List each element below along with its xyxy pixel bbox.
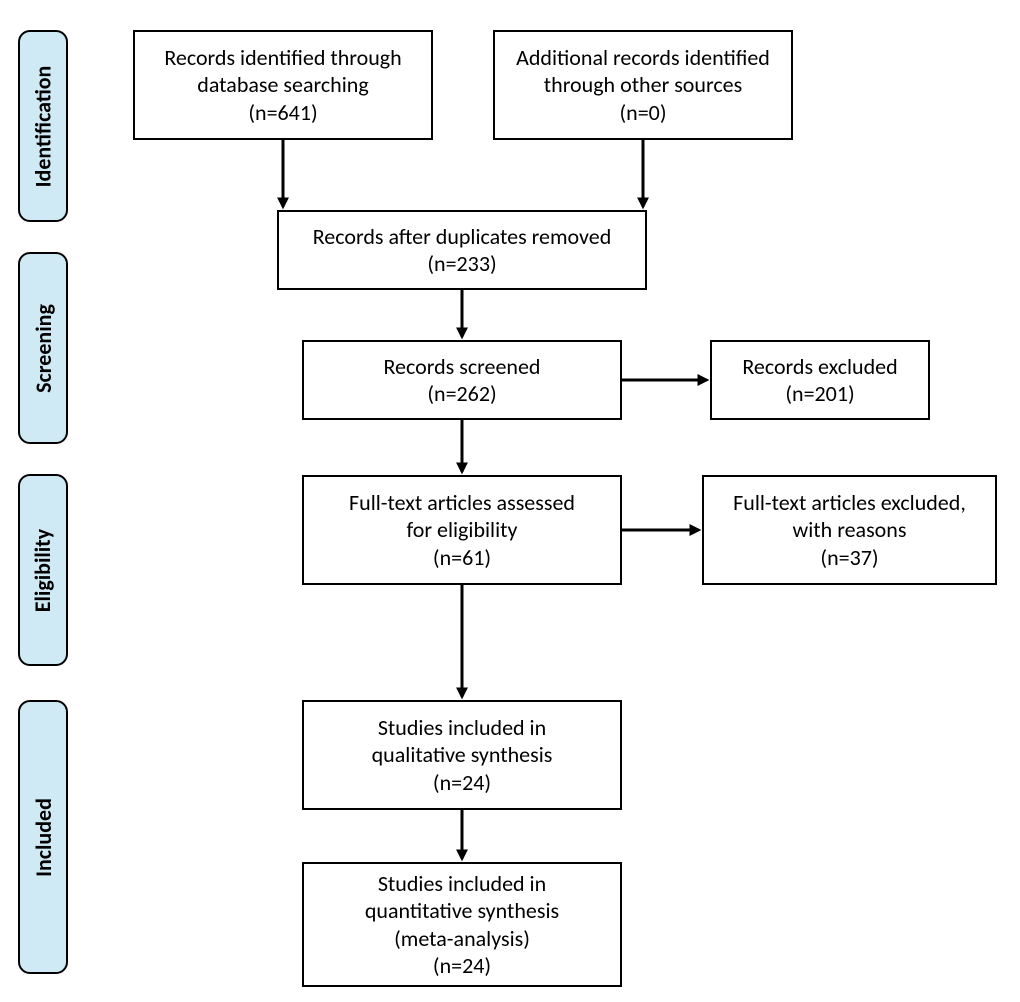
stage-label-text: Identification: [30, 65, 57, 187]
box-quantitative: Studies included in quantitative synthes…: [302, 862, 622, 987]
stage-label-text: Included: [30, 798, 57, 877]
box-text: Full-text articles assessed: [349, 489, 575, 517]
box-text: (n=24): [433, 952, 491, 980]
box-text: (n=233): [427, 250, 496, 278]
box-text: for eligibility: [407, 516, 518, 544]
box-text: Records identified through: [164, 44, 401, 72]
box-other-sources: Additional records identified through ot…: [493, 30, 793, 140]
box-text: database searching: [197, 71, 368, 99]
box-text: Records screened: [384, 353, 541, 381]
box-fulltext-excluded: Full-text articles excluded, with reason…: [702, 475, 997, 585]
stage-screening: Screening: [18, 252, 68, 444]
box-text: (n=262): [427, 380, 496, 408]
box-db-search: Records identified through database sear…: [133, 30, 433, 140]
box-text: Records excluded: [742, 353, 897, 381]
box-text: Records after duplicates removed: [313, 223, 612, 251]
stage-included: Included: [18, 700, 68, 974]
box-records-screened: Records screened (n=262): [302, 340, 622, 420]
stage-label-text: Screening: [30, 304, 57, 393]
box-text: (meta-analysis): [394, 925, 530, 953]
box-text: (n=37): [820, 544, 878, 572]
box-after-duplicates: Records after duplicates removed (n=233): [277, 210, 647, 290]
box-text: through other sources: [544, 71, 742, 99]
box-fulltext-assessed: Full-text articles assessed for eligibil…: [302, 475, 622, 585]
box-text: Full-text articles excluded,: [733, 489, 966, 517]
stage-identification: Identification: [18, 30, 68, 222]
box-text: (n=0): [619, 99, 666, 127]
box-records-excluded: Records excluded (n=201): [710, 340, 930, 420]
box-qualitative: Studies included in qualitative synthesi…: [302, 700, 622, 810]
box-text: (n=61): [433, 544, 491, 572]
stage-label-text: Eligibility: [30, 528, 57, 611]
box-text: Additional records identified: [516, 44, 770, 72]
box-text: (n=201): [785, 380, 854, 408]
box-text: Studies included in: [378, 714, 546, 742]
stage-eligibility: Eligibility: [18, 474, 68, 666]
box-text: with reasons: [793, 516, 907, 544]
box-text: Studies included in: [378, 870, 546, 898]
box-text: qualitative synthesis: [372, 741, 553, 769]
box-text: (n=24): [433, 769, 491, 797]
box-text: quantitative synthesis: [365, 897, 559, 925]
box-text: (n=641): [248, 99, 317, 127]
